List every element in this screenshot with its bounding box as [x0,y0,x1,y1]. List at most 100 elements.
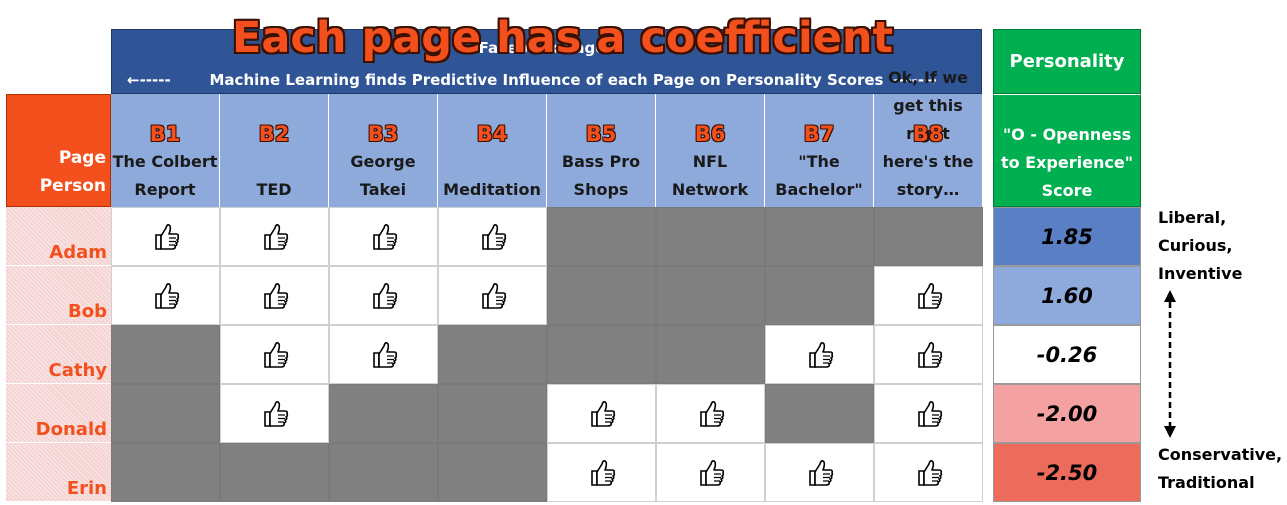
page-header-b5: Bass Pro Shops B5 [547,94,656,207]
liked-cell [656,384,765,443]
score-cell: -0.26 [993,325,1141,384]
not-liked-cell [765,207,874,266]
person-row-label: Bob [6,266,111,325]
liked-cell [329,266,438,325]
page-name: "The Bachelor" [775,152,863,199]
thumbs-up-icon [766,444,873,501]
liked-cell [220,207,329,266]
not-liked-cell [111,384,220,443]
page-name: NFL Network [671,152,749,199]
corner-person-label: Person [39,176,106,196]
person-name: Erin [66,478,107,499]
thumbs-up-icon [548,385,655,442]
person-name: Donald [35,419,107,440]
page-name: Bass Pro Shops [561,152,641,199]
thumbs-up-icon [875,326,982,383]
liked-cell [111,207,220,266]
page-name: The Colbert Report [112,152,218,199]
liked-cell [765,443,874,502]
score-cell: -2.00 [993,384,1141,443]
overlay-title: Each page has a coefficient [232,13,894,63]
thumbs-up-icon [548,444,655,501]
page-header-b6: NFL Network B6 [656,94,765,207]
not-liked-cell [111,325,220,384]
liked-cell [329,325,438,384]
thumbs-up-icon [221,326,328,383]
not-liked-cell [874,207,983,266]
liked-cell [874,384,983,443]
thumbs-up-icon [875,385,982,442]
not-liked-cell [220,443,329,502]
page-header-b1: The Colbert Report B1 [111,94,220,207]
liked-cell [656,443,765,502]
page-code: B6 [694,122,726,146]
liked-cell [874,266,983,325]
thumbs-up-icon [766,326,873,383]
header-bar [111,29,982,94]
thumbs-up-icon [221,208,328,265]
not-liked-cell [111,443,220,502]
thumbs-up-icon [330,326,437,383]
liked-cell [438,207,547,266]
not-liked-cell [656,266,765,325]
thumbs-up-icon [112,208,219,265]
thumbs-up-icon [330,208,437,265]
page-header-b4: Meditation B4 [438,94,547,207]
not-liked-cell [547,207,656,266]
conservative-label: Conservative, Traditional [1158,445,1283,492]
liked-cell [438,266,547,325]
score-cell: -2.50 [993,443,1141,502]
not-liked-cell [547,266,656,325]
page-header-b2: TED B2 [220,94,329,207]
not-liked-cell [765,266,874,325]
liked-cell [874,443,983,502]
liked-cell [547,384,656,443]
right-arrow: -----→ [893,71,937,89]
person-row-label: Erin [6,443,111,502]
vertical-double-arrow-icon [1164,290,1176,438]
not-liked-cell [547,325,656,384]
person-name: Bob [68,301,107,322]
thumbs-up-icon [330,267,437,324]
page-name: Meditation [443,180,541,199]
liked-cell [220,384,329,443]
score-header: "O - Openness to Experience" Score [993,94,1141,207]
corner-page-label: Page [58,148,106,168]
header-subtitle: Machine Learning finds Predictive Influe… [209,71,884,89]
liked-cell [547,443,656,502]
thumbs-up-icon [221,385,328,442]
liked-cell [220,266,329,325]
page-code: B5 [585,122,617,146]
page-name: George Takei [350,152,416,199]
page-name: TED [256,180,292,199]
thumbs-up-icon [875,444,982,501]
thumbs-up-icon [439,267,546,324]
not-liked-cell [656,325,765,384]
not-liked-cell [656,207,765,266]
page-name: Ok, If we get this right here's the stor… [882,68,974,199]
not-liked-cell [329,384,438,443]
not-liked-cell [438,443,547,502]
page-header-b3: George Takei B3 [329,94,438,207]
liked-cell [220,325,329,384]
liked-cell [111,266,220,325]
not-liked-cell [329,443,438,502]
liked-cell [765,325,874,384]
person-row-label: Adam [6,207,111,266]
personality-header-label: Personality [1009,51,1125,72]
thumbs-up-icon [112,267,219,324]
page-code: B4 [476,122,508,146]
liked-cell [874,325,983,384]
not-liked-cell [765,384,874,443]
person-name: Cathy [48,360,107,381]
score-cell: 1.60 [993,266,1141,325]
page-code: B3 [367,122,399,146]
not-liked-cell [438,325,547,384]
page-code: B1 [149,122,181,146]
person-row-label: Cathy [6,325,111,384]
page-code: B7 [803,122,835,146]
corner-cell: Page Person [6,94,111,207]
personality-header: Personality [993,29,1141,94]
thumbs-up-icon [439,208,546,265]
header-title: Facebook Pages [478,39,615,57]
